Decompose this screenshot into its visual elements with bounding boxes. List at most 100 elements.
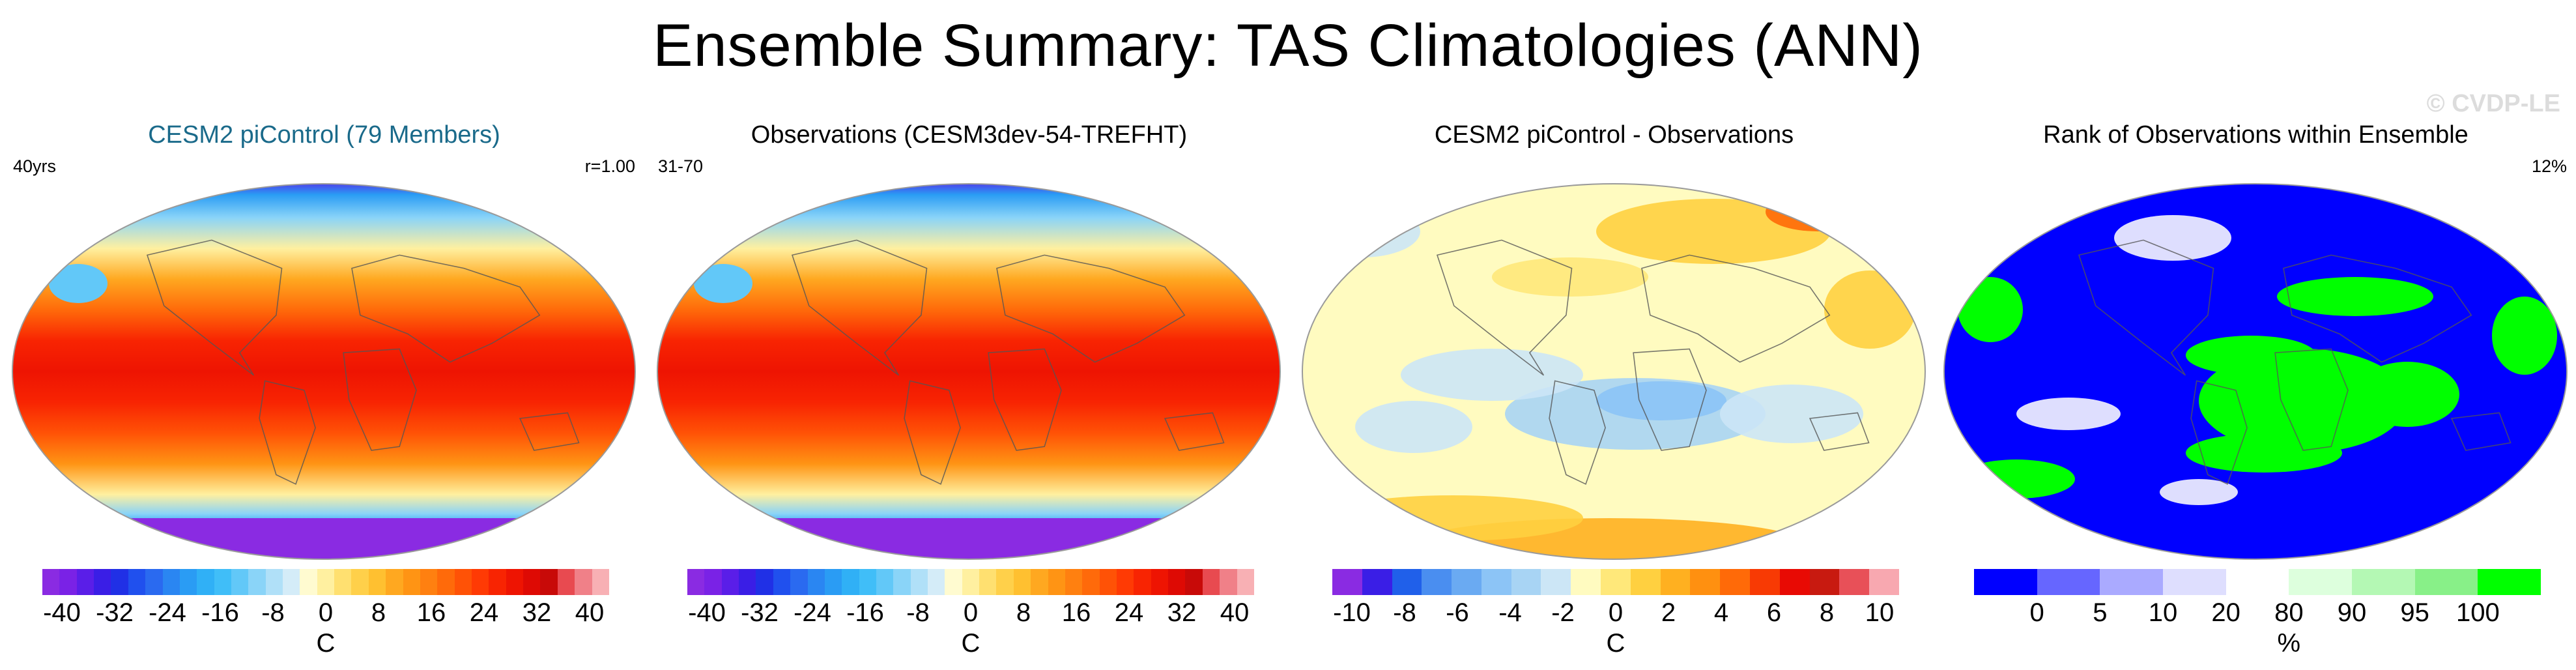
- rank-region: [2186, 433, 2342, 473]
- colorbar-swatch: [910, 569, 928, 595]
- colorbar-swatch: [2225, 569, 2289, 595]
- colorbar-tick-label: -6: [1446, 598, 1469, 627]
- colorbar-swatch: [1974, 569, 2037, 595]
- colorbar-swatch: [824, 569, 842, 595]
- colorbar-swatch: [945, 569, 962, 595]
- robinson-map: [12, 183, 636, 560]
- colorbar-swatch: [437, 569, 455, 595]
- colorbar-tick-label: 10: [1865, 598, 1895, 627]
- colorbar-tick-label: 40: [575, 598, 605, 627]
- panel-observations-climatology: Observations (CESM3dev-54-TREFHT) 31-70 …: [651, 117, 1287, 658]
- colorbar-tick-label: -8: [261, 598, 285, 627]
- colorbar-swatch: [1031, 569, 1048, 595]
- rank-region: [2016, 398, 2121, 430]
- colorbar-swatch: [1168, 569, 1186, 595]
- colorbar-tick-label: 32: [1167, 598, 1197, 627]
- panel-left-label: 40yrs: [13, 156, 57, 176]
- colorbar-swatch: [687, 569, 705, 595]
- colorbar-swatch: [1392, 569, 1422, 595]
- colorbar-swatch: [283, 569, 300, 595]
- colorbar-swatch: [1048, 569, 1065, 595]
- colorbar-tick-label: 8: [371, 598, 386, 627]
- colorbar-unit: C: [316, 629, 336, 658]
- colorbar-tick-label: -24: [149, 598, 186, 627]
- antarctica-patch: [657, 518, 1280, 559]
- map-border: [1302, 183, 1926, 560]
- map-field: [1944, 184, 2567, 559]
- colorbar-ticks: -40 -32 -24 -16 -8 0 8 16 24 32 40: [651, 598, 1287, 631]
- ice-sheet-patch: [694, 264, 752, 303]
- panel-rank: Rank of Observations within Ensemble 12%…: [1938, 117, 2573, 658]
- colorbar-swatch: [721, 569, 739, 595]
- colorbar-swatch: [1630, 569, 1661, 595]
- colorbar-tick-label: 0: [2029, 598, 2044, 627]
- colorbar-tick-label: -8: [906, 598, 930, 627]
- colorbar-swatch: [773, 569, 791, 595]
- watermark: © CVDP-LE: [2426, 90, 2560, 117]
- rank-region: [2492, 297, 2557, 375]
- colorbar: [1332, 569, 1899, 595]
- anomaly-region: [1596, 381, 1726, 420]
- anomaly-region: [1355, 401, 1472, 453]
- colorbar-swatch: [928, 569, 945, 595]
- coastline: [2078, 239, 2512, 485]
- colorbar-swatch: [893, 569, 911, 595]
- colorbar-swatch: [739, 569, 756, 595]
- colorbar-tick-label: 0: [1608, 598, 1624, 627]
- colorbar-tick-label: -8: [1393, 598, 1416, 627]
- colorbar-swatch: [334, 569, 352, 595]
- colorbar-swatch: [996, 569, 1014, 595]
- colorbar-tick-label: 100: [2455, 598, 2500, 627]
- colorbar-swatch: [2289, 569, 2352, 595]
- colorbar-swatch: [704, 569, 722, 595]
- rank-region: [2186, 336, 2316, 375]
- colorbar-swatch: [1185, 569, 1203, 595]
- colorbar: [42, 569, 609, 595]
- colorbar-tick-label: -40: [43, 598, 81, 627]
- colorbar-swatch: [300, 569, 317, 595]
- map-field: [657, 184, 1280, 559]
- colorbar-ticks: -40 -32 -24 -16 -8 0 8 16 24 32 40: [7, 598, 642, 631]
- colorbar-swatch: [1511, 569, 1541, 595]
- panel-title: Rank of Observations within Ensemble: [2043, 121, 2469, 149]
- coastline: [146, 239, 580, 485]
- robinson-map: [1302, 183, 1926, 560]
- panel-left-label: 31-70: [658, 156, 704, 176]
- colorbar-swatch: [111, 569, 128, 595]
- colorbar-swatch: [351, 569, 369, 595]
- map-field: [12, 184, 635, 559]
- figure-title: Ensemble Summary: TAS Climatologies (ANN…: [653, 12, 1923, 79]
- colorbar-swatch: [420, 569, 438, 595]
- colorbar-tick-label: 90: [2337, 598, 2367, 627]
- colorbar-tick-label: -2: [1551, 598, 1575, 627]
- panel-model-climatology: CESM2 piControl (79 Members) 40yrs r=1.0…: [7, 117, 642, 658]
- colorbar-tick-label: 16: [1061, 598, 1091, 627]
- colorbar-swatch: [42, 569, 60, 595]
- colorbar-swatch: [2100, 569, 2163, 595]
- colorbar-tick-label: 24: [1114, 598, 1144, 627]
- anomaly-region: [1401, 349, 1583, 401]
- colorbar-swatch: [2351, 569, 2415, 595]
- anomaly-region: [1766, 192, 1870, 231]
- colorbar-tick-label: -16: [846, 598, 884, 627]
- colorbar-swatch: [2162, 569, 2226, 595]
- coastline: [1436, 239, 1870, 485]
- antarctica-patch: [12, 518, 635, 559]
- colorbar-swatch: [575, 569, 592, 595]
- colorbar-swatch: [145, 569, 163, 595]
- map-border: [1943, 183, 2568, 560]
- panel-title: Observations (CESM3dev-54-TREFHT): [751, 121, 1188, 149]
- colorbar-swatch: [842, 569, 859, 595]
- colorbar-swatch: [179, 569, 197, 595]
- colorbar-swatch: [979, 569, 997, 595]
- colorbar-swatch: [1099, 569, 1117, 595]
- colorbar-swatch: [454, 569, 472, 595]
- colorbar-swatch: [790, 569, 808, 595]
- colorbar-swatch: [403, 569, 420, 595]
- rank-region: [2277, 277, 2433, 316]
- colorbar-tick-label: 4: [1713, 598, 1729, 627]
- rank-region: [1958, 277, 2023, 342]
- colorbar-tick-label: 24: [469, 598, 499, 627]
- colorbar-tick-label: 16: [416, 598, 446, 627]
- rank-region: [2355, 362, 2459, 427]
